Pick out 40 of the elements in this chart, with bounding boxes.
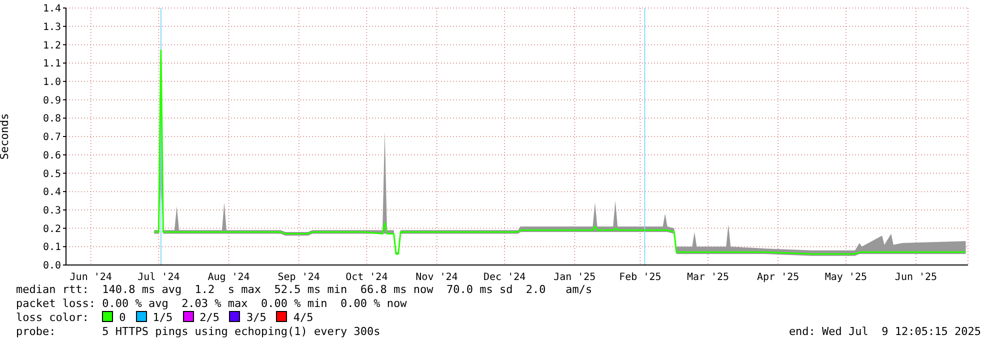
y-tick-label: 0.4	[42, 187, 61, 198]
y-tick-label: 1.0	[42, 76, 61, 88]
x-tick-label: Sep '24	[278, 272, 320, 284]
y-tick-label: 0.6	[42, 150, 61, 162]
y-tick-label: 0.1	[42, 242, 61, 254]
x-tick-label: Apr '25	[757, 272, 800, 284]
x-tick-label: Mar '25	[686, 272, 730, 284]
y-tick-label: 1.1	[42, 58, 61, 70]
legend-label: 3/5	[245, 311, 266, 324]
text: probe: 5 HTTPS pings using echoping(1) every 300s	[16, 325, 380, 338]
y-tick-label: 0.8	[42, 114, 61, 125]
x-tick-label: Oct '24	[346, 272, 388, 284]
text: median rtt: 140.8 ms avg 1.2 s max 52.5 ms min 66.8 ms now 70.0 ms sd 2.0 am/s	[16, 283, 594, 297]
x-tick-label: Jun '24	[70, 272, 112, 284]
x-tick-label: Jul '24	[138, 272, 180, 284]
y-axis-title: Seconds	[0, 113, 11, 160]
y-tick-label: 0.9	[42, 95, 61, 106]
text: end: Wed Jul 9 12:05:15 2025	[788, 325, 981, 339]
x-tick-label: Jan '25	[554, 272, 596, 284]
y-tick-label: 1.4	[42, 4, 61, 15]
y-tick-label: 0.0	[42, 260, 61, 272]
x-tick-label: Aug '24	[208, 272, 250, 284]
x-tick-label: Feb '25	[619, 272, 662, 284]
y-tick-label: 0.2	[42, 224, 61, 235]
line-series	[153, 49, 966, 255]
legend-label: 4/5	[292, 311, 314, 324]
legend-label: 2/5	[198, 311, 220, 324]
x-tick-label: Dec '24	[483, 272, 526, 284]
legend-label: 1/5	[152, 311, 173, 324]
legend-title: loss color:	[16, 311, 90, 324]
y-tick-label: 0.5	[42, 168, 61, 180]
y-tick-label: 1.3	[42, 22, 61, 33]
y-tick-label: 0.3	[42, 205, 61, 216]
legend-label: 0	[118, 311, 126, 324]
text: packet loss: 0.00 % avg 2.03 % max 0.00 % min 0.00 % now	[16, 297, 408, 311]
x-tick-label: Jun '25	[894, 272, 938, 284]
y-tick-label: 1.2	[42, 40, 61, 52]
y-tick-label: 0.7	[42, 132, 61, 144]
x-tick-label: Nov '24	[416, 272, 458, 284]
x-tick-label: May '25	[824, 272, 868, 284]
